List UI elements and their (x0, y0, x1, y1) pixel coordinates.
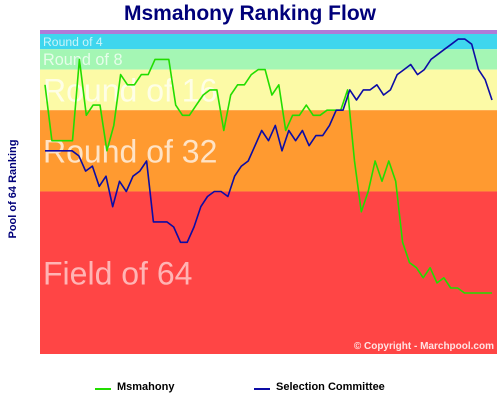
copyright-watermark: © Copyright - Marchpool.com (354, 341, 494, 352)
chart-title: Msmahony Ranking Flow (123, 2, 377, 25)
band-top-strip (40, 30, 497, 34)
band-label-field-of-64: Field of 64 (43, 255, 192, 291)
band-round-of-4 (40, 34, 497, 50)
legend-label-msmahony: Msmahony (117, 381, 175, 393)
band-label-round-of-8: Round of 8 (43, 51, 123, 69)
band-field-of-64 (40, 191, 497, 354)
band-label-round-of-4: Round of 4 (43, 35, 103, 49)
legend-swatch-selection-committee (254, 388, 270, 390)
legend-label-selection-committee: Selection Committee (276, 381, 385, 393)
band-round-of-32 (40, 110, 497, 192)
legend-swatch-msmahony (95, 388, 111, 390)
series-line-selection-committee (45, 38, 493, 244)
band-label-round-of-16: Round of 16 (43, 72, 217, 108)
band-round-of-8 (40, 49, 497, 70)
series-line-msmahony (44, 58, 492, 294)
